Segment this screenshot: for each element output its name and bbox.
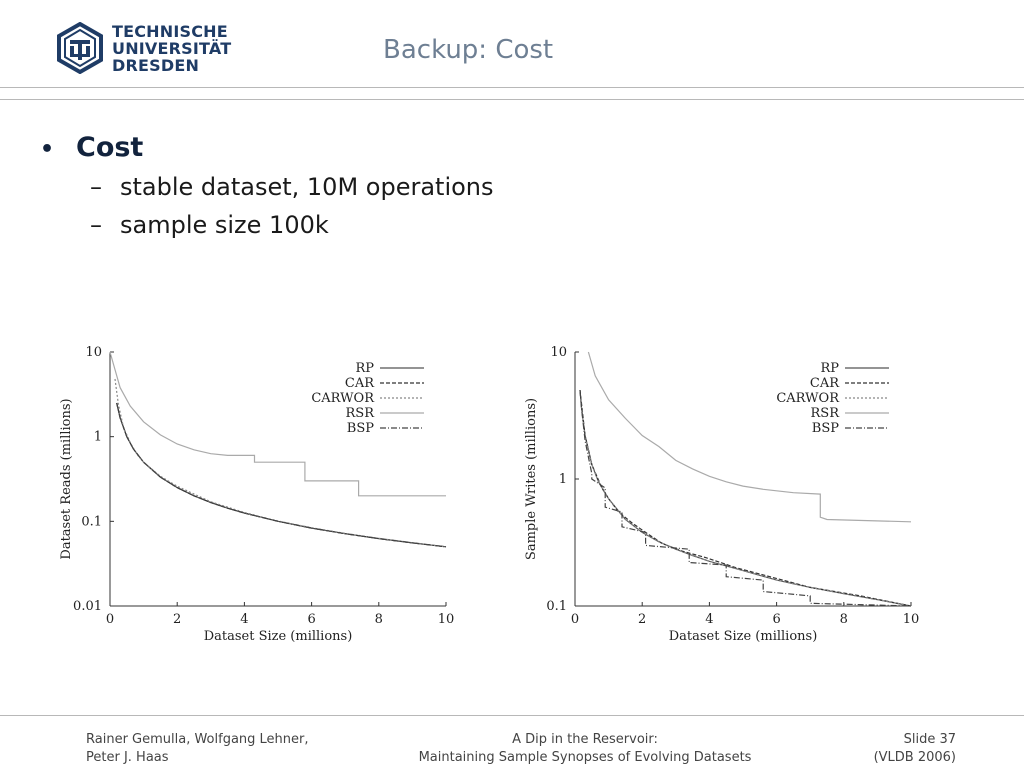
logo-line: TECHNISCHE [112, 21, 228, 41]
logo-line: DRESDEN [112, 55, 200, 75]
tu-logo-icon [57, 22, 103, 74]
bullet-text: Cost [76, 132, 144, 163]
y-axis-label: Sample Writes (millions) [524, 398, 539, 560]
logo-line: UNIVERSITÄT [112, 38, 232, 58]
legend-label: CAR [810, 376, 840, 391]
x-tick-label: 8 [840, 612, 848, 627]
footer-line: Slide 37 [903, 732, 956, 747]
x-tick-label: 4 [705, 612, 713, 627]
x-tick-label: 2 [638, 612, 646, 627]
sub-bullet-text: stable dataset, 10M operations [120, 173, 494, 201]
footer-line: A Dip in the Reservoir: [512, 732, 658, 747]
sub-bullet-item: – sample size 100k [90, 211, 494, 239]
footer-divider [0, 715, 1024, 716]
legend-label: RSR [346, 406, 376, 421]
legend-label: RP [820, 361, 839, 376]
footer-line: Maintaining Sample Synopses of Evolving … [418, 750, 752, 765]
sub-bullet-text: sample size 100k [120, 211, 329, 239]
series-line-bsp [579, 390, 912, 607]
dash-icon: – [90, 173, 102, 201]
dataset-reads-chart: 0 2 4 6 8 10 0.01 0.1 1 10 Dataset Size (millions)… [59, 345, 455, 644]
sample-writes-chart: 0 2 4 6 8 10 0.1 1 10 Dataset Size (millions) Samp… [524, 345, 920, 644]
x-axis-label: Dataset Size (millions) [204, 629, 353, 644]
legend-label: CARWOR [311, 391, 375, 406]
logo-wordmark: TECHNISCHE UNIVERSITÄT DRESDEN [112, 23, 231, 74]
x-tick-label: 10 [438, 612, 455, 627]
x-tick-label: 0 [106, 612, 114, 627]
footer-line: (VLDB 2006) [873, 750, 956, 765]
legend-label: BSP [347, 421, 374, 436]
series-line-car [116, 402, 447, 548]
series-line-car [579, 390, 912, 607]
footer-slide-info: Slide 37 (VLDB 2006) [874, 731, 956, 767]
x-tick-label: 4 [240, 612, 248, 627]
slide-title: Backup: Cost [383, 35, 554, 65]
x-tick-label: 2 [173, 612, 181, 627]
series-line-rp [116, 402, 447, 548]
legend-label: RP [355, 361, 374, 376]
series-line-carwor [114, 378, 447, 548]
x-axis-label: Dataset Size (millions) [669, 629, 818, 644]
y-tick-label: 10 [85, 345, 102, 360]
x-tick-label: 6 [772, 612, 780, 627]
footer-paper-title: A Dip in the Reservoir: Maintaining Samp… [360, 731, 810, 767]
slide-header: TECHNISCHE UNIVERSITÄT DRESDEN Backup: C… [0, 0, 1024, 100]
legend-label: RSR [811, 406, 841, 421]
footer-line: Peter J. Haas [86, 750, 169, 765]
y-axis-label: Dataset Reads (millions) [59, 398, 74, 559]
y-tick-label: 1 [94, 430, 102, 445]
x-tick-label: 6 [307, 612, 315, 627]
legend-label: BSP [812, 421, 839, 436]
series-line-rsr [587, 351, 912, 523]
footer-authors: Rainer Gemulla, Wolfgang Lehner, Peter J… [86, 731, 309, 767]
bullet-item: • Cost [40, 132, 494, 163]
sub-bullet-item: – stable dataset, 10M operations [90, 173, 494, 201]
y-tick-label: 0.1 [546, 599, 567, 614]
y-tick-label: 1 [559, 472, 567, 487]
dash-icon: – [90, 211, 102, 239]
y-tick-label: 10 [550, 345, 567, 360]
y-tick-label: 0.1 [81, 514, 102, 529]
tu-dresden-logo: TECHNISCHE UNIVERSITÄT DRESDEN [56, 22, 231, 74]
bullet-dot-icon: • [40, 137, 55, 162]
footer-line: Rainer Gemulla, Wolfgang Lehner, [86, 732, 309, 747]
header-divider [0, 99, 1024, 100]
header-divider [0, 87, 1024, 88]
legend-label: CARWOR [776, 391, 840, 406]
x-tick-label: 10 [903, 612, 920, 627]
series-line-carwor [579, 390, 912, 607]
x-tick-label: 0 [571, 612, 579, 627]
x-tick-label: 8 [375, 612, 383, 627]
series-line-rsr [109, 351, 446, 497]
y-tick-label: 0.01 [73, 599, 102, 614]
bullet-list: • Cost – stable dataset, 10M operations … [40, 132, 494, 239]
legend-label: CAR [345, 376, 375, 391]
series-line-bsp [116, 402, 447, 548]
